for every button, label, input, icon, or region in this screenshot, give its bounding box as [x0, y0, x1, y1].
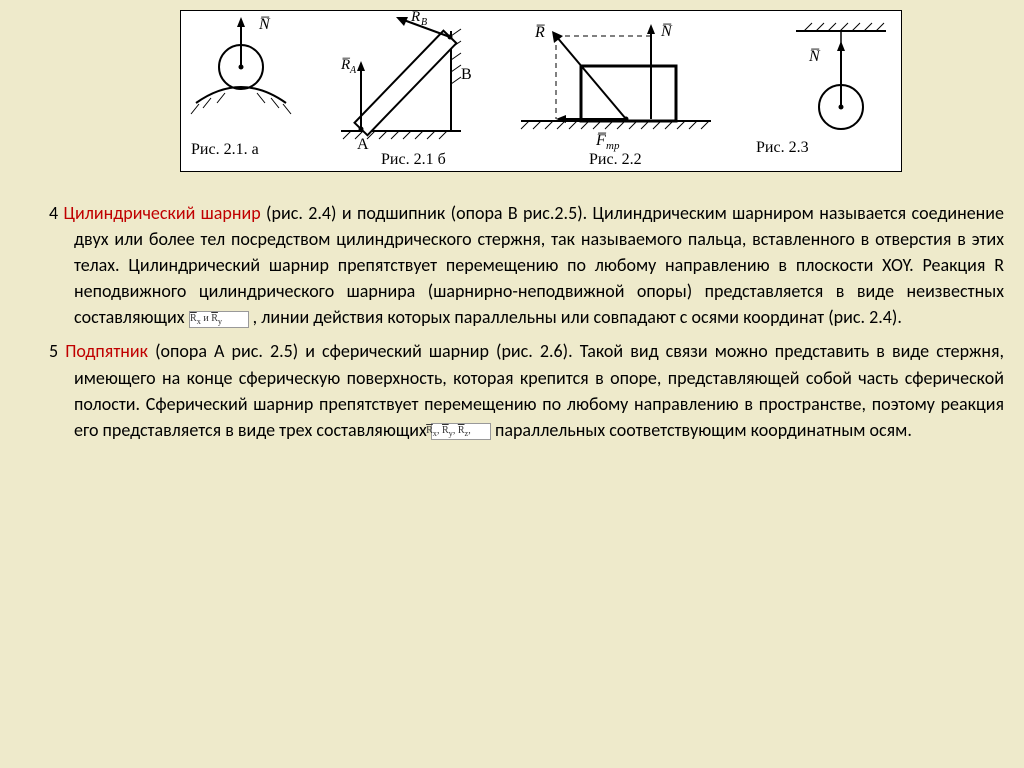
- para5-num: 5: [49, 340, 58, 362]
- svg-text:A: A: [349, 65, 357, 76]
- para4-num: 4: [49, 202, 58, 224]
- svg-text:B: B: [421, 17, 427, 28]
- svg-text:F̅: F̅: [595, 132, 606, 149]
- fig-caption-a: Рис. 2.1. а: [191, 141, 259, 159]
- para5-formula-box: Rx, Ry, Rz,: [431, 423, 491, 440]
- para4-body-b: , линии действия которых параллельны или…: [253, 306, 902, 328]
- svg-text:N̅: N̅: [660, 23, 673, 40]
- svg-text:N̅: N̅: [808, 48, 821, 65]
- paragraph-4: 4 Цилиндрический шарнир (рис. 2.4) и под…: [30, 200, 1004, 330]
- figure-2-1-b: R̅ A R̅ B A B Рис. 2.1 б: [311, 11, 501, 171]
- svg-text:R̅: R̅: [410, 11, 421, 25]
- para4-term: Цилиндрический шарнир: [64, 202, 261, 224]
- para4-formula-box: Rx и Ry: [189, 311, 249, 328]
- para5-term: Подпятник: [65, 340, 148, 362]
- figures-panel: N̅ Рис. 2.1. а: [180, 10, 902, 172]
- fig-caption-b: Рис. 2.1 б: [381, 151, 446, 169]
- svg-text:A: A: [357, 136, 369, 153]
- svg-text:R̅: R̅: [534, 24, 545, 41]
- svg-text:R̅: R̅: [340, 57, 351, 73]
- paragraph-5: 5 Подпятник (опора А рис. 2.5) и сфериче…: [30, 338, 1004, 442]
- fig-caption-c: Рис. 2.2: [589, 151, 642, 169]
- figure-2-3: N̅ Рис. 2.3: [736, 11, 901, 171]
- para5-body-b: параллельных соответствующим координатны…: [495, 419, 912, 441]
- fig-caption-d: Рис. 2.3: [756, 139, 809, 157]
- slide-page: N̅ Рис. 2.1. а: [0, 10, 1024, 443]
- figure-2-2: N̅ R̅ F̅ тр Рис. 2.2: [501, 11, 731, 171]
- figure-2-1-a: N̅ Рис. 2.1. а: [181, 11, 311, 171]
- svg-text:B: B: [461, 66, 472, 83]
- svg-text:N̅: N̅: [258, 16, 271, 33]
